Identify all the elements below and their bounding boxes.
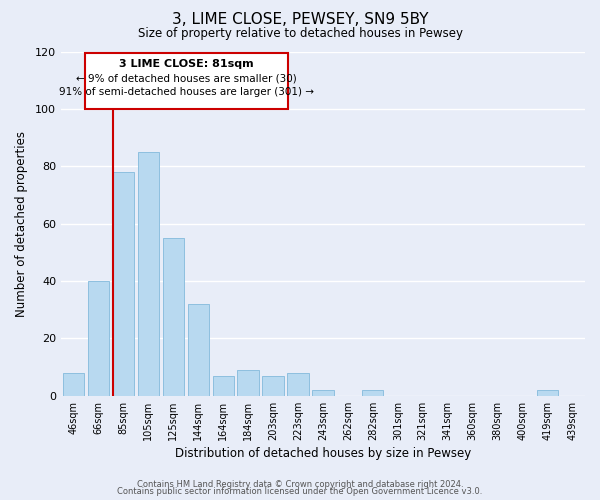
Text: Contains public sector information licensed under the Open Government Licence v3: Contains public sector information licen…: [118, 488, 482, 496]
Text: 3, LIME CLOSE, PEWSEY, SN9 5BY: 3, LIME CLOSE, PEWSEY, SN9 5BY: [172, 12, 428, 28]
Bar: [537, 390, 558, 396]
Bar: [188, 304, 209, 396]
Text: Size of property relative to detached houses in Pewsey: Size of property relative to detached ho…: [137, 28, 463, 40]
Text: ← 9% of detached houses are smaller (30): ← 9% of detached houses are smaller (30): [76, 73, 297, 83]
Bar: [262, 376, 284, 396]
Y-axis label: Number of detached properties: Number of detached properties: [15, 130, 28, 316]
Bar: [362, 390, 383, 396]
Bar: [137, 152, 159, 396]
Text: Contains HM Land Registry data © Crown copyright and database right 2024.: Contains HM Land Registry data © Crown c…: [137, 480, 463, 489]
Bar: [238, 370, 259, 396]
Text: 91% of semi-detached houses are larger (301) →: 91% of semi-detached houses are larger (…: [59, 88, 314, 98]
Text: 3 LIME CLOSE: 81sqm: 3 LIME CLOSE: 81sqm: [119, 58, 254, 68]
Bar: [63, 373, 84, 396]
Bar: [113, 172, 134, 396]
Bar: [88, 281, 109, 396]
FancyBboxPatch shape: [85, 53, 288, 109]
Bar: [212, 376, 234, 396]
Bar: [313, 390, 334, 396]
X-axis label: Distribution of detached houses by size in Pewsey: Distribution of detached houses by size …: [175, 447, 471, 460]
Bar: [287, 373, 308, 396]
Bar: [163, 238, 184, 396]
